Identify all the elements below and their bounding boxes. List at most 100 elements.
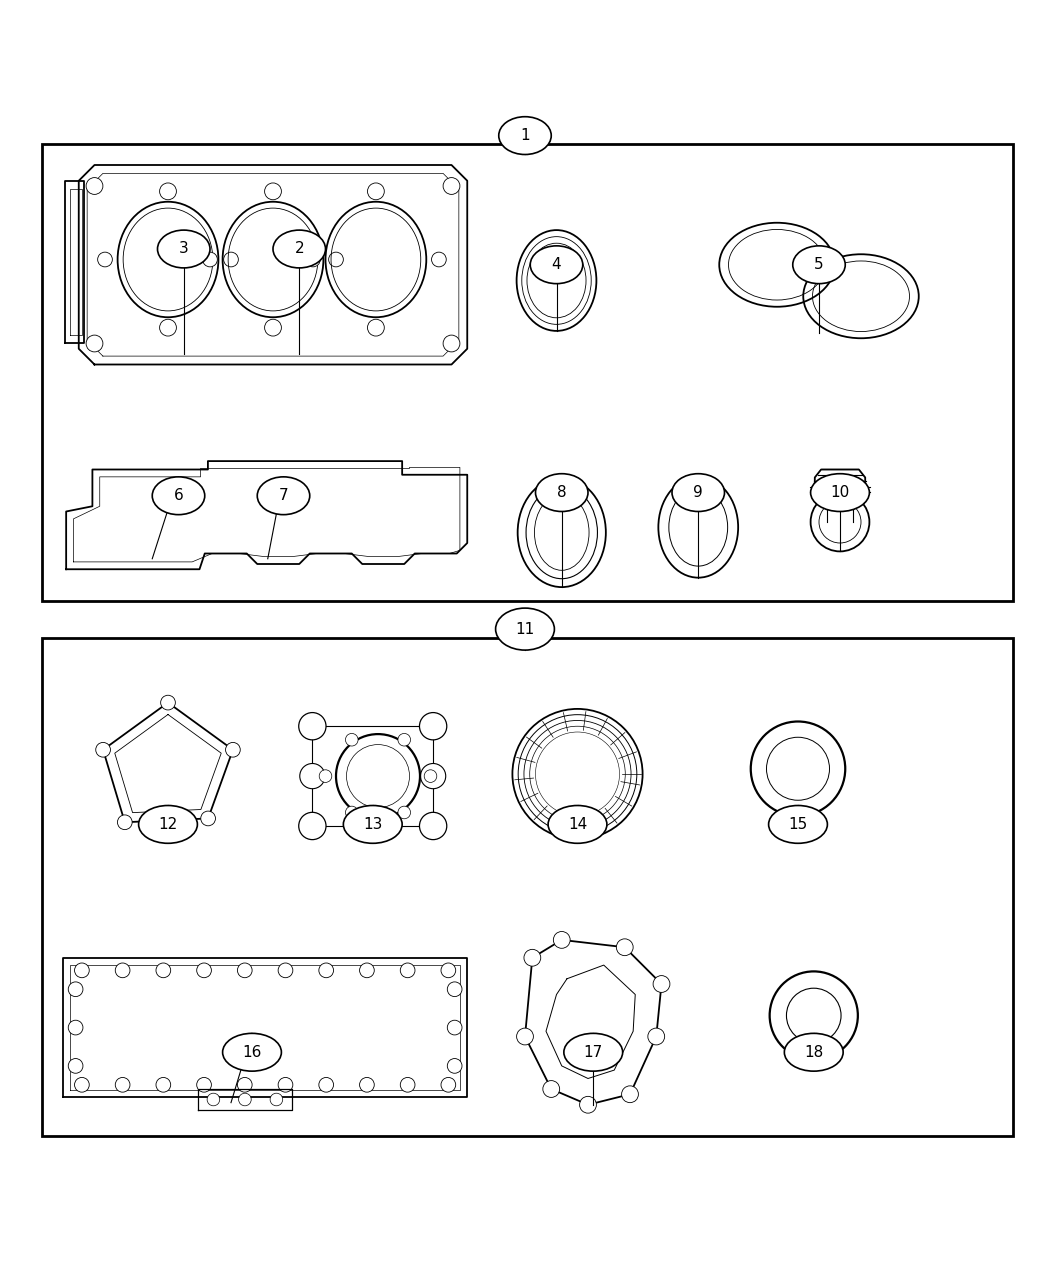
Circle shape — [156, 1077, 171, 1093]
Ellipse shape — [548, 806, 607, 843]
Circle shape — [68, 982, 83, 997]
Circle shape — [265, 319, 281, 337]
Ellipse shape — [536, 474, 588, 511]
Circle shape — [616, 938, 633, 956]
Text: 13: 13 — [363, 817, 382, 831]
Text: 6: 6 — [173, 488, 184, 504]
Circle shape — [226, 742, 240, 757]
Circle shape — [398, 733, 411, 746]
Text: 12: 12 — [159, 817, 177, 831]
Text: 15: 15 — [789, 817, 807, 831]
Circle shape — [68, 1058, 83, 1074]
Circle shape — [517, 1028, 533, 1046]
Ellipse shape — [257, 477, 310, 515]
Circle shape — [447, 982, 462, 997]
Text: 14: 14 — [568, 817, 587, 831]
Circle shape — [447, 1058, 462, 1074]
Circle shape — [319, 963, 334, 978]
Circle shape — [400, 1077, 415, 1093]
Ellipse shape — [343, 806, 402, 843]
Circle shape — [300, 764, 326, 789]
Circle shape — [278, 1077, 293, 1093]
Ellipse shape — [784, 1033, 843, 1071]
Circle shape — [336, 734, 420, 819]
Circle shape — [319, 770, 332, 783]
Circle shape — [345, 806, 358, 819]
Circle shape — [86, 335, 103, 352]
Circle shape — [86, 177, 103, 194]
Ellipse shape — [499, 117, 551, 154]
Text: 2: 2 — [294, 241, 304, 256]
Circle shape — [196, 963, 211, 978]
Circle shape — [400, 963, 415, 978]
Circle shape — [786, 988, 841, 1043]
Text: 3: 3 — [178, 241, 189, 256]
Circle shape — [238, 1093, 251, 1105]
Ellipse shape — [672, 474, 724, 511]
Circle shape — [443, 335, 460, 352]
Text: 17: 17 — [584, 1044, 603, 1060]
Circle shape — [203, 252, 217, 266]
Circle shape — [319, 1077, 334, 1093]
Circle shape — [359, 963, 374, 978]
Text: 9: 9 — [693, 484, 704, 500]
Circle shape — [160, 182, 176, 200]
Text: 16: 16 — [243, 1044, 261, 1060]
Circle shape — [156, 963, 171, 978]
Circle shape — [424, 770, 437, 783]
Circle shape — [270, 1093, 282, 1105]
Circle shape — [306, 252, 320, 266]
Ellipse shape — [139, 806, 197, 843]
Circle shape — [368, 182, 384, 200]
Circle shape — [345, 733, 358, 746]
Bar — [42, 144, 1013, 601]
Circle shape — [265, 182, 281, 200]
Circle shape — [299, 713, 326, 739]
Circle shape — [653, 975, 670, 992]
Circle shape — [207, 1093, 219, 1105]
Circle shape — [118, 815, 132, 830]
Circle shape — [543, 1081, 560, 1098]
Circle shape — [766, 737, 830, 801]
Circle shape — [68, 1020, 83, 1035]
Text: 8: 8 — [556, 484, 567, 500]
Circle shape — [420, 764, 446, 789]
Bar — [42, 638, 1013, 1136]
Circle shape — [420, 713, 447, 739]
Circle shape — [580, 1096, 596, 1113]
Circle shape — [160, 319, 176, 337]
Ellipse shape — [769, 806, 827, 843]
Circle shape — [553, 932, 570, 949]
Circle shape — [447, 1020, 462, 1035]
Ellipse shape — [223, 1033, 281, 1071]
Circle shape — [196, 1077, 211, 1093]
Text: 10: 10 — [831, 484, 849, 500]
Text: 18: 18 — [804, 1044, 823, 1060]
Circle shape — [420, 812, 447, 840]
Ellipse shape — [530, 246, 583, 283]
Ellipse shape — [811, 474, 869, 511]
Circle shape — [329, 252, 343, 266]
Text: 1: 1 — [520, 128, 530, 143]
Circle shape — [75, 963, 89, 978]
Circle shape — [75, 1077, 89, 1093]
Ellipse shape — [158, 230, 210, 268]
Circle shape — [237, 1077, 252, 1093]
Ellipse shape — [496, 608, 554, 650]
Circle shape — [299, 812, 326, 840]
Ellipse shape — [793, 246, 845, 283]
Circle shape — [441, 963, 456, 978]
Circle shape — [811, 492, 869, 551]
Ellipse shape — [152, 477, 205, 515]
Circle shape — [98, 252, 112, 266]
Circle shape — [432, 252, 446, 266]
Circle shape — [368, 319, 384, 337]
Ellipse shape — [273, 230, 326, 268]
Circle shape — [161, 695, 175, 710]
Text: 11: 11 — [516, 622, 534, 636]
Circle shape — [116, 1077, 130, 1093]
Circle shape — [622, 1086, 638, 1103]
Circle shape — [116, 963, 130, 978]
Text: 4: 4 — [551, 258, 562, 273]
Circle shape — [443, 177, 460, 194]
